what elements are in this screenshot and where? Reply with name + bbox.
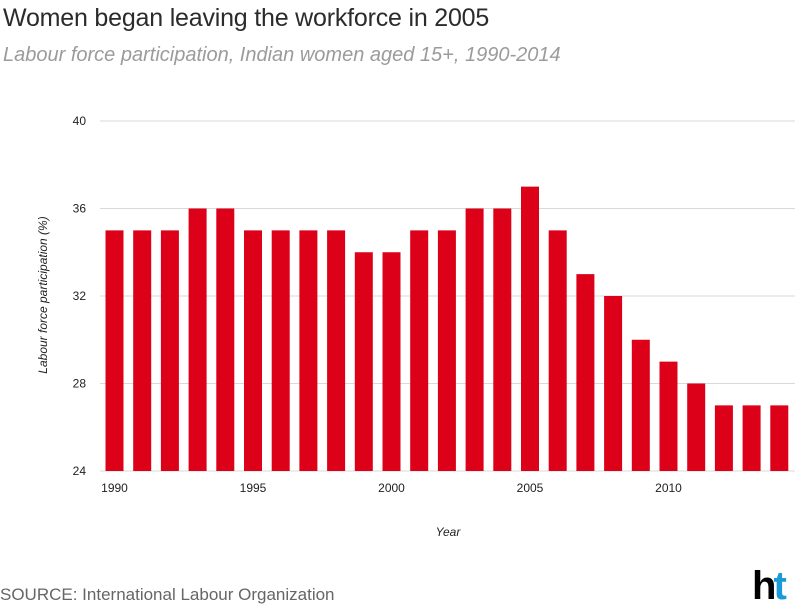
- x-tick-label: 1990: [101, 481, 128, 495]
- bar-2007: [576, 274, 595, 471]
- bar-2003: [465, 208, 484, 471]
- bar-2014: [770, 405, 789, 471]
- y-tick-label: 36: [73, 202, 87, 216]
- source-note: SOURCE: International Labour Organizatio…: [0, 585, 335, 604]
- bar-2010: [659, 361, 678, 471]
- bar-2011: [687, 383, 706, 471]
- y-tick-label: 24: [73, 464, 87, 478]
- bar-1996: [271, 230, 290, 471]
- x-axis-ticks: 1990 1995 2000 2005 2010: [101, 481, 682, 495]
- bar-2000: [382, 252, 401, 471]
- bar-1997: [299, 230, 318, 471]
- x-axis-title: Year: [436, 525, 462, 539]
- chart-title: Women began leaving the workforce in 200…: [3, 4, 490, 32]
- bar-2001: [410, 230, 429, 471]
- x-tick-label: 2005: [517, 481, 544, 495]
- x-tick-label: 1995: [240, 481, 267, 495]
- x-tick-label: 2000: [378, 481, 405, 495]
- bar-2004: [493, 208, 512, 471]
- bar-1993: [188, 208, 207, 471]
- bar-1994: [216, 208, 235, 471]
- bar-2012: [714, 405, 733, 471]
- y-tick-label: 28: [73, 377, 87, 391]
- x-tick-label: 2010: [655, 481, 682, 495]
- logo-t: t: [773, 564, 786, 608]
- bar-1991: [133, 230, 152, 471]
- chart-subtitle: Labour force participation, Indian women…: [3, 44, 561, 66]
- logo-h: h: [752, 564, 777, 608]
- bar-2013: [742, 405, 761, 471]
- bar-1992: [160, 230, 179, 471]
- bar-2009: [631, 339, 650, 471]
- y-axis-title: Labour force participation (%): [36, 216, 50, 373]
- bar-2006: [548, 230, 567, 471]
- bar-2002: [437, 230, 456, 471]
- bar-1995: [244, 230, 262, 471]
- ht-logo: ht: [752, 564, 787, 608]
- bar-1998: [327, 230, 346, 471]
- bars: [105, 186, 789, 471]
- bar-1999: [354, 252, 373, 471]
- bar-1990: [105, 230, 124, 471]
- bar-2008: [604, 296, 623, 471]
- bar-2005: [521, 186, 539, 471]
- y-tick-label: 40: [73, 114, 87, 128]
- y-axis-ticks: 24 28 32 36 40: [73, 114, 87, 478]
- y-tick-label: 32: [73, 289, 87, 303]
